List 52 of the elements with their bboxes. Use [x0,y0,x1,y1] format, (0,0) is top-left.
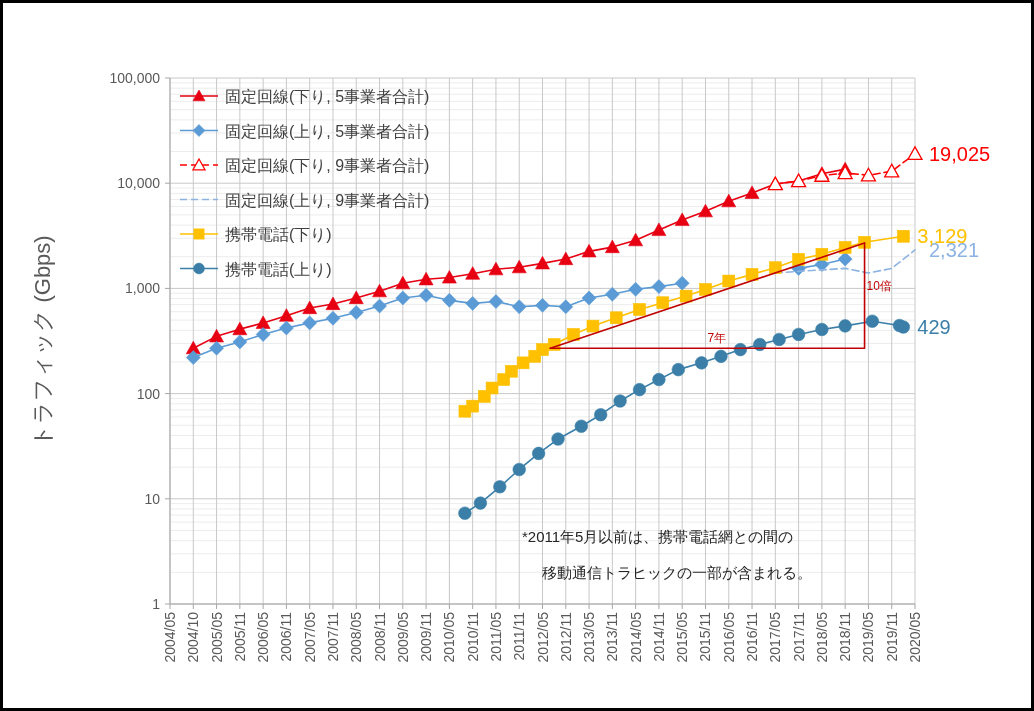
annotation: 移動通信トラヒックの一部が含まれる。 [542,564,812,581]
x-tick-label: 2011/11 [511,611,528,661]
x-tick-label: 2018/11 [837,611,854,662]
x-tick-label: 2006/11 [278,611,295,662]
annotation: 10倍 [866,278,892,293]
x-tick-label: 2019/11 [883,611,900,662]
y-tick-label: 1,000 [124,280,161,297]
x-tick-label: 2012/05 [534,611,551,663]
legend-label: 携帯電話(下り) [225,226,332,243]
y-tick-label: 10 [144,490,161,507]
x-tick-label: 2009/11 [418,611,435,662]
x-tick-label: 2006/05 [255,611,272,663]
x-tick-label: 2012/11 [557,611,574,662]
x-tick-label: 2011/05 [487,611,504,662]
x-tick-label: 2010/11 [464,611,481,662]
x-tick-label: 2007/05 [301,611,318,663]
x-tick-label: 2016/05 [720,611,737,663]
x-tick-label: 2019/05 [860,611,877,663]
x-tick-label: 2008/05 [348,611,365,663]
legend-label: 携帯電話(上り) [225,260,332,278]
y-tick-label: 100,000 [109,70,161,86]
x-tick-label: 2004/05 [162,611,178,663]
x-tick-label: 2013/11 [604,611,621,662]
x-tick-label: 2014/11 [650,611,667,662]
y-tick-label: 10,000 [117,175,161,192]
legend-label: 固定回線(上り, 5事業者合計) [225,122,430,140]
x-tick-label: 2020/05 [907,611,923,663]
legend-label: 固定回線(上り, 9事業者合計) [225,191,430,209]
x-tick-label: 2009/05 [394,611,411,663]
x-tick-label: 2005/11 [231,611,248,662]
x-tick-label: 2010/05 [441,611,458,663]
x-tick-label: 2007/11 [324,611,341,662]
annotation: 7年 [707,331,727,346]
x-tick-label: 2015/11 [697,611,714,662]
data-label: 19,025 [929,142,991,165]
x-tick-label: 2017/11 [790,611,807,662]
annotation: *2011年5月以前は、携帯電話網との間の [522,528,794,545]
y-tick-label: 1 [152,596,161,612]
y-axis-title: トラフィック (Gbps) [30,235,55,447]
x-tick-label: 2013/05 [581,611,598,663]
legend-label: 固定回線(下り, 5事業者合計) [225,88,430,105]
x-tick-label: 2008/11 [371,611,388,662]
data-label: 429 [917,316,951,339]
legend-label: 固定回線(下り, 9事業者合計) [225,157,430,174]
x-tick-label: 2005/05 [208,611,225,663]
x-tick-label: 2014/05 [627,611,644,663]
x-tick-label: 2017/05 [767,611,784,663]
x-tick-label: 2015/05 [674,611,691,663]
x-tick-label: 2018/05 [813,611,830,663]
x-tick-label: 2016/11 [744,611,761,662]
x-tick-label: 2004/10 [185,611,202,663]
y-tick-label: 100 [136,385,161,402]
